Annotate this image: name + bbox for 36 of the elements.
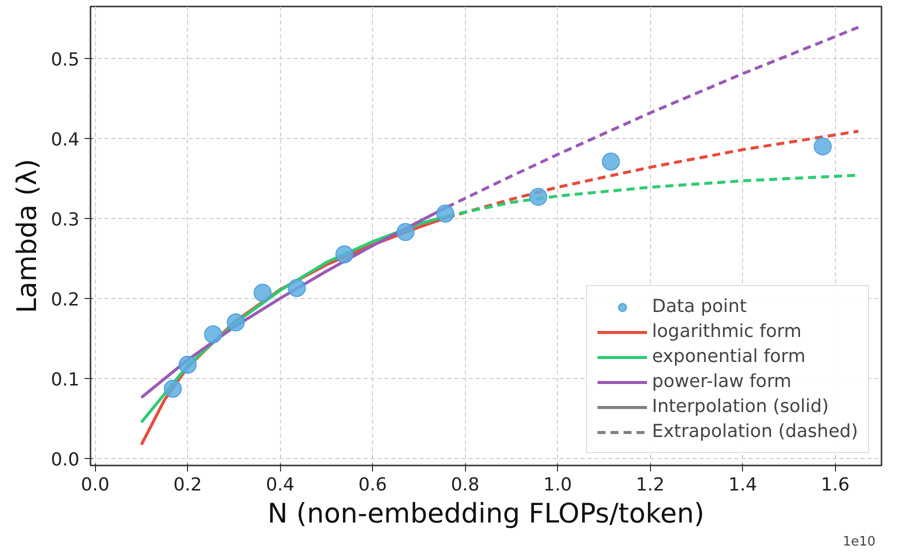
y-tick-label: 0.4 xyxy=(50,129,80,150)
x-tick-label: 0.6 xyxy=(358,474,387,496)
x-tick-label: 1.2 xyxy=(636,474,665,496)
point xyxy=(529,188,548,206)
legend-label: power-law form xyxy=(652,371,792,392)
text: 1e10 xyxy=(842,534,876,550)
x-axis-title: N (non-embedding FLOPs/token) xyxy=(268,498,704,530)
y-tick-label: 0.3 xyxy=(50,209,80,230)
x-tick-label: 0.0 xyxy=(80,474,110,496)
y-tick-label: 0.0 xyxy=(50,449,80,470)
x-tick-label: 0.2 xyxy=(173,474,202,496)
y-tick-label: 0.5 xyxy=(50,49,80,70)
point xyxy=(396,223,415,241)
point xyxy=(178,356,197,374)
x-tick-label: 1.0 xyxy=(543,474,572,496)
point xyxy=(814,137,832,156)
x-tick-label: 1.6 xyxy=(820,474,850,496)
y-axis-title: Lambda (λ) xyxy=(12,158,43,314)
legend-label: logarithmic form xyxy=(652,321,802,342)
x-tick-label: 0.4 xyxy=(266,474,294,496)
legend-label: Data point xyxy=(652,296,747,317)
point xyxy=(226,313,245,332)
x-tick-label: 1.4 xyxy=(728,474,758,496)
point xyxy=(436,204,454,223)
point xyxy=(164,380,182,398)
x-tick-label: 0.8 xyxy=(450,474,480,496)
point xyxy=(254,284,272,302)
point xyxy=(335,245,354,264)
point xyxy=(602,152,620,171)
legend-label: Interpolation (solid) xyxy=(652,396,829,417)
legend-label: exponential form xyxy=(652,346,806,367)
point xyxy=(204,325,222,344)
y-tick-label: 0.2 xyxy=(50,289,80,310)
legend-label: Extrapolation (dashed) xyxy=(652,421,858,442)
y-tick-label: 0.1 xyxy=(50,369,80,390)
point xyxy=(288,278,306,297)
